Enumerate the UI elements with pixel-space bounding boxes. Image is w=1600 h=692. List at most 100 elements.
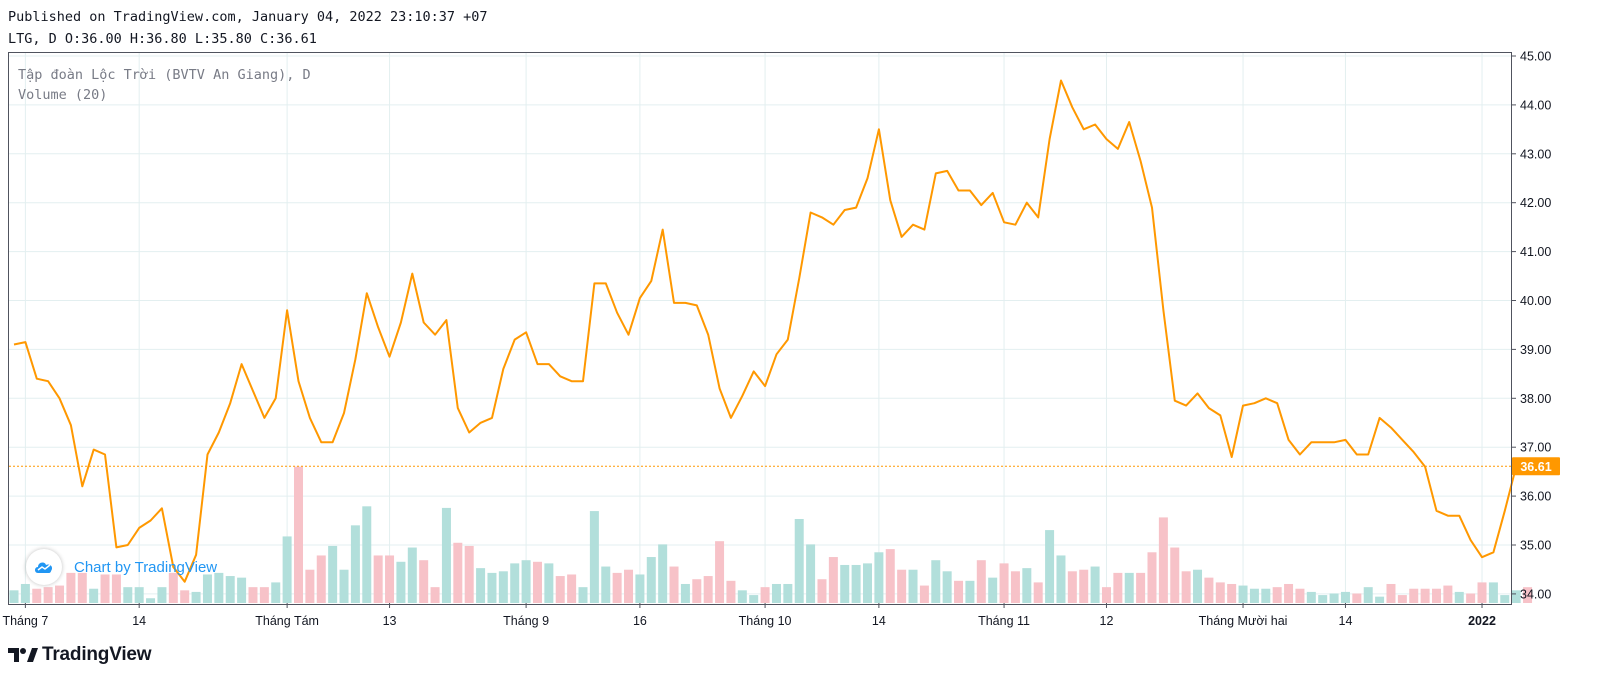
- volume-bar: [840, 564, 850, 603]
- volume-bar: [1386, 583, 1396, 603]
- volume-bar: [965, 580, 975, 603]
- volume-bar: [1306, 591, 1316, 603]
- last-price-label: 36.61: [1520, 460, 1551, 474]
- tradingview-logo[interactable]: TradingView: [8, 644, 152, 666]
- y-tick-label: 44.00: [1520, 98, 1551, 112]
- volume-bar: [350, 525, 360, 603]
- volume-bar: [863, 563, 872, 603]
- y-tick-label: 39.00: [1520, 343, 1551, 357]
- x-tick-label: Tháng 10: [739, 614, 792, 628]
- volume-bar: [1227, 583, 1237, 603]
- volume-bar: [783, 583, 793, 603]
- volume-bar: [851, 564, 861, 603]
- volume-bar: [703, 576, 713, 603]
- volume-bar: [305, 569, 315, 603]
- volume-bar: [237, 577, 247, 603]
- volume-bar: [1113, 572, 1123, 603]
- chart-watermark[interactable]: Chart by TradingView: [26, 549, 217, 585]
- volume-bar: [157, 587, 167, 603]
- volume-bar: [942, 571, 952, 603]
- volume-bar: [407, 547, 417, 603]
- volume-bar: [225, 576, 235, 603]
- volume-bar: [578, 587, 588, 603]
- volume-bar: [760, 587, 770, 603]
- y-tick-label: 45.00: [1520, 50, 1551, 64]
- x-tick-label: 13: [383, 614, 397, 628]
- volume-bar: [555, 576, 565, 603]
- volume-bar: [1124, 572, 1134, 603]
- price-line[interactable]: [13, 79, 1518, 583]
- volume-bar: [282, 536, 292, 603]
- volume-bar: [396, 561, 406, 603]
- volume-bar: [487, 572, 497, 603]
- watermark-text[interactable]: Chart by TradingView: [74, 558, 218, 576]
- volume-bar: [1375, 596, 1385, 603]
- last-price-badge: [1512, 457, 1560, 476]
- volume-bar: [1511, 590, 1521, 603]
- volume-bar: [66, 572, 76, 603]
- volume-bar: [1500, 595, 1510, 603]
- x-tick-label: 12: [1100, 614, 1114, 628]
- volume-bar: [146, 598, 156, 603]
- volume-bar: [248, 587, 258, 603]
- volume-bar: [988, 577, 998, 603]
- volume-bar: [1158, 517, 1168, 603]
- volume-bar: [794, 518, 804, 603]
- volume-bar: [1022, 568, 1032, 603]
- x-tick-label: Tháng Tám: [255, 614, 319, 628]
- volume-bar: [362, 506, 372, 603]
- volume-bar: [55, 585, 65, 603]
- x-tick-label: 2022: [1468, 614, 1496, 628]
- volume-bar: [1238, 585, 1248, 603]
- volume-bar: [635, 574, 645, 603]
- y-tick-label: 34.00: [1520, 587, 1551, 601]
- volume-bar: [715, 541, 725, 603]
- volume-bar: [908, 569, 918, 603]
- volume-bar: [817, 579, 827, 603]
- volume-bar: [692, 579, 702, 603]
- volume-bar: [1466, 593, 1476, 603]
- volume-bar: [385, 555, 395, 603]
- y-tick-label: 42.00: [1520, 196, 1551, 210]
- volume-bar: [1249, 588, 1259, 603]
- volume-bar: [1295, 588, 1305, 603]
- volume-bar: [180, 590, 190, 603]
- volume-bar: [1284, 583, 1294, 603]
- volume-bar: [1352, 593, 1362, 603]
- volume-bar: [294, 466, 303, 603]
- volume-bar: [589, 511, 599, 603]
- volume-bar: [339, 569, 349, 603]
- volume-bar: [646, 557, 656, 603]
- volume-bar: [658, 544, 668, 603]
- volume-bar: [1193, 569, 1203, 603]
- volume-bar: [373, 555, 383, 603]
- symbol-legend[interactable]: Tập đoàn Lộc Trời (BVTV An Giang), D: [18, 67, 311, 83]
- y-tick-label: 38.00: [1520, 392, 1551, 406]
- volume-bar: [612, 572, 622, 603]
- volume-bar: [123, 587, 133, 603]
- volume-bar: [1409, 588, 1419, 603]
- volume-bar: [328, 545, 338, 603]
- volume-bar: [191, 591, 201, 603]
- volume-bar: [680, 583, 690, 603]
- tradingview-logo-text: TradingView: [42, 644, 152, 665]
- volume-bar: [544, 563, 554, 603]
- volume-legend[interactable]: Volume (20): [18, 87, 108, 103]
- volume-bar: [1033, 582, 1043, 603]
- volume-bar: [1420, 588, 1430, 603]
- volume-bar: [1318, 595, 1328, 603]
- published-header: Published on TradingView.com, January 04…: [8, 9, 488, 25]
- x-tick-label: 16: [633, 614, 647, 628]
- volume-bar: [1340, 591, 1350, 603]
- volume-bar: [168, 572, 178, 603]
- volume-bar: [1329, 593, 1339, 603]
- volume-bar: [919, 585, 929, 603]
- x-tick-label: Tháng 11: [978, 614, 1030, 628]
- volume-bar: [567, 574, 577, 603]
- volume-bar: [498, 571, 508, 603]
- volume-bar: [726, 580, 736, 603]
- volume-bar: [1397, 595, 1407, 603]
- y-tick-label: 43.00: [1520, 147, 1551, 161]
- volume-bar: [1056, 555, 1066, 603]
